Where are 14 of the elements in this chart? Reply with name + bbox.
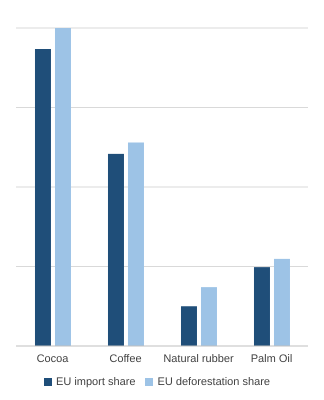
bar	[34, 48, 51, 346]
bar	[54, 28, 71, 346]
x-tick-label: Palm Oil	[250, 352, 292, 365]
bar	[254, 267, 270, 346]
legend-label: EU import share	[56, 376, 136, 388]
bar	[274, 258, 290, 346]
x-tick-label: Coffee	[109, 352, 142, 365]
bar	[200, 287, 217, 346]
legend-label: EU deforestation share	[157, 376, 270, 388]
bar	[108, 154, 124, 346]
x-tick-label: Cocoa	[36, 352, 70, 365]
bar	[128, 142, 144, 346]
bar	[180, 306, 197, 346]
x-tick-label: Natural rubber	[163, 352, 234, 365]
